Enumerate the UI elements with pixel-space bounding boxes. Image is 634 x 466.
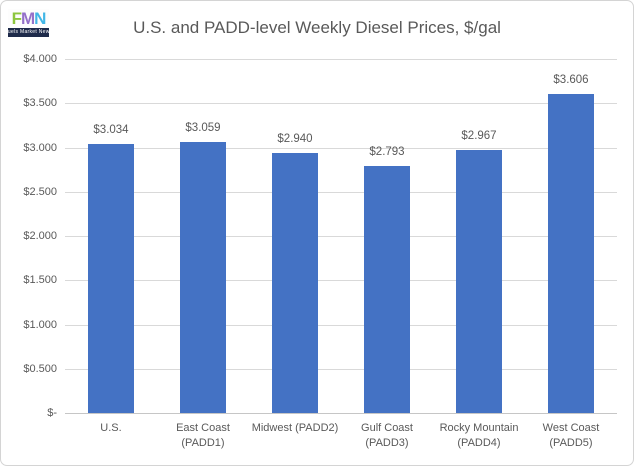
x-axis-category-label-line: U.S. xyxy=(100,422,122,434)
gridline xyxy=(65,191,617,193)
gridline xyxy=(65,147,617,149)
x-axis-category-label-4: Rocky Mountain (PADD4) xyxy=(433,421,525,451)
y-axis-tick-label: $1.500 xyxy=(23,274,57,287)
x-axis-category-label-2: Midwest (PADD2) xyxy=(249,421,341,436)
data-label-4: $2.967 xyxy=(461,130,497,143)
logo-letter-m: M xyxy=(20,9,35,28)
data-label-2: $2.940 xyxy=(277,132,313,145)
bar-5 xyxy=(548,93,594,413)
bar-1 xyxy=(180,142,226,413)
data-label-1: $3.059 xyxy=(185,122,221,135)
x-axis-category-label-line: West Coast xyxy=(542,422,600,434)
bar-3 xyxy=(364,165,410,413)
x-axis-category-label-0: U.S. xyxy=(65,421,157,436)
gridline xyxy=(65,368,617,370)
x-axis-line xyxy=(65,413,617,414)
gridline xyxy=(65,280,617,282)
y-axis-tick-label: $2.500 xyxy=(23,185,57,198)
gridline xyxy=(65,103,617,105)
x-axis-category-label-5: West Coast (PADD5) xyxy=(525,421,617,451)
x-axis-category-label-line: Gulf Coast xyxy=(361,422,413,434)
x-axis-category-label-line: (PADD5) xyxy=(549,437,593,449)
gridline xyxy=(65,236,617,237)
y-axis-tick-label: $4.000 xyxy=(23,53,57,65)
bar-2 xyxy=(272,152,318,413)
y-axis-tick-label: $3.500 xyxy=(23,97,57,110)
y-axis-tick-label: $3.000 xyxy=(23,141,57,154)
logo-letter-f: F xyxy=(11,9,22,28)
x-axis-category-label-line: (PADD4) xyxy=(457,437,501,449)
fmn-logo-subtext: Fuels Market News xyxy=(4,28,53,37)
gridline xyxy=(65,324,617,326)
x-axis-category-label-line: (PADD3) xyxy=(365,437,409,449)
x-axis-category-label-line: East Coast xyxy=(176,422,230,434)
y-axis-tick-label: $1.000 xyxy=(23,318,57,331)
x-axis-category-label-line: (PADD1) xyxy=(181,437,225,449)
y-axis-tick-label: $- xyxy=(47,407,57,419)
data-label-5: $3.606 xyxy=(553,73,589,86)
y-axis-tick-label: $0.500 xyxy=(23,362,57,375)
gridline xyxy=(65,59,617,60)
data-label-0: $3.034 xyxy=(93,124,129,137)
x-axis-category-label-line: Midwest (PADD2) xyxy=(251,422,339,434)
x-axis-category-label-1: East Coast (PADD1) xyxy=(157,421,249,451)
logo-letter-n: N xyxy=(34,9,46,28)
y-axis-tick-label: $2.000 xyxy=(23,230,57,242)
chart-title: U.S. and PADD-level Weekly Diesel Prices… xyxy=(133,18,501,37)
data-label-3: $2.793 xyxy=(369,145,405,158)
x-axis-category-label-line: Rocky Mountain xyxy=(439,422,519,434)
x-axis-category-label-3: Gulf Coast (PADD3) xyxy=(341,421,433,451)
bar-0 xyxy=(88,144,134,413)
bar-4 xyxy=(456,150,502,413)
